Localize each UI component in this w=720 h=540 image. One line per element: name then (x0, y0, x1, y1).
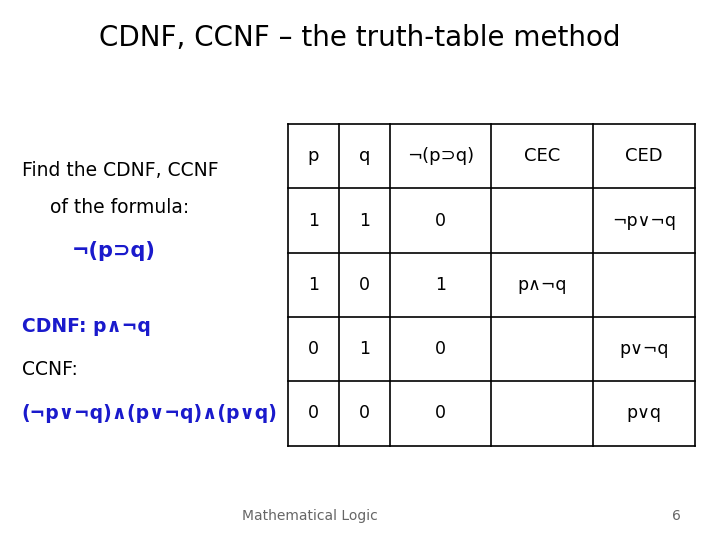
Text: 0: 0 (308, 340, 319, 358)
Text: 0: 0 (308, 404, 319, 422)
Bar (288, 124, 695, 446)
Text: 1: 1 (359, 212, 370, 230)
Text: of the formula:: of the formula: (50, 198, 189, 218)
Text: CDNF, CCNF – the truth-table method: CDNF, CCNF – the truth-table method (99, 24, 621, 52)
Text: CED: CED (625, 147, 663, 165)
Text: q: q (359, 147, 370, 165)
Text: p∨¬q: p∨¬q (619, 340, 669, 358)
Text: 6: 6 (672, 509, 681, 523)
Text: 0: 0 (435, 340, 446, 358)
Text: 1: 1 (359, 340, 370, 358)
Text: p∨q: p∨q (626, 404, 662, 422)
Text: (¬p∨¬q)∧(p∨¬q)∧(p∨q): (¬p∨¬q)∧(p∨¬q)∧(p∨q) (22, 403, 277, 423)
Text: 0: 0 (435, 212, 446, 230)
Text: 1: 1 (435, 276, 446, 294)
Text: Find the CDNF, CCNF: Find the CDNF, CCNF (22, 160, 218, 180)
Text: ¬p∨¬q: ¬p∨¬q (612, 212, 676, 230)
Text: ¬(p⊃q): ¬(p⊃q) (72, 241, 156, 261)
Text: p∧¬q: p∧¬q (518, 276, 567, 294)
Text: 0: 0 (359, 276, 370, 294)
Text: 0: 0 (435, 404, 446, 422)
Text: 0: 0 (359, 404, 370, 422)
Text: 1: 1 (308, 276, 319, 294)
Text: Mathematical Logic: Mathematical Logic (242, 509, 377, 523)
Text: CCNF:: CCNF: (22, 360, 78, 380)
Text: ¬(p⊃q): ¬(p⊃q) (407, 147, 474, 165)
Text: CEC: CEC (524, 147, 560, 165)
Text: CDNF: p∧¬q: CDNF: p∧¬q (22, 317, 150, 336)
Text: 1: 1 (308, 212, 319, 230)
Text: p: p (307, 147, 319, 165)
